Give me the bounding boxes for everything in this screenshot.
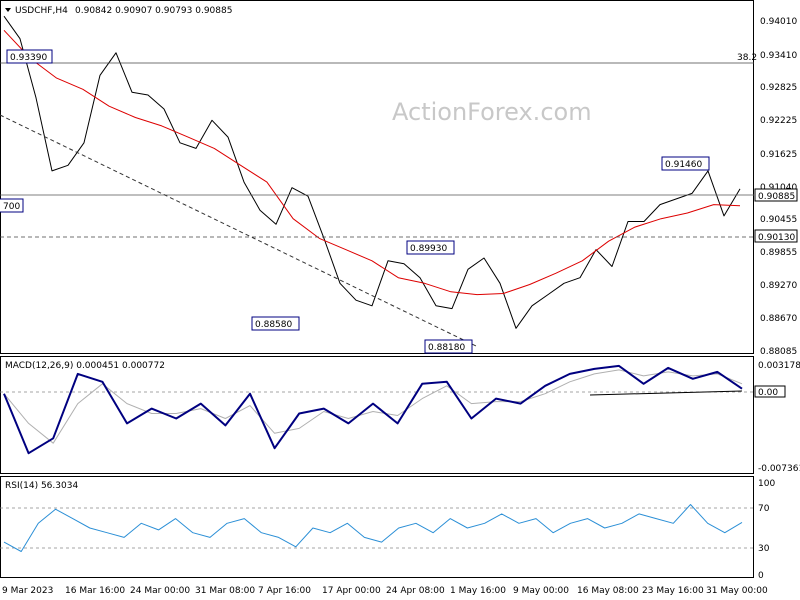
time-label: 31 Mar 08:00 [195, 586, 255, 596]
time-label: 16 May 08:00 [577, 586, 639, 596]
macd-label: MACD(12,26,9) 0.000451 0.000772 [5, 361, 165, 371]
macd-tick: 0.003178 [758, 361, 800, 371]
time-label: 1 May 16:00 [450, 586, 506, 596]
price-tick: 0.92825 [760, 83, 797, 93]
annotation-088180: 0.88180 [424, 339, 473, 354]
support-price-tag: 0.90130 [754, 229, 798, 243]
annotation-089930: 0.89930 [406, 240, 455, 255]
svg-text:0.90130: 0.90130 [758, 233, 795, 243]
current-price-tag: 0.90885 [754, 188, 798, 202]
time-label: 17 Apr 00:00 [322, 586, 381, 596]
time-label: 9 Mar 2023 [2, 586, 53, 596]
moving-average-line [3, 29, 741, 296]
time-label: 24 Apr 08:00 [386, 586, 445, 596]
rsi-tick: 70 [758, 504, 770, 514]
time-label: 31 May 00:00 [706, 586, 768, 596]
rsi-panel-frame [0, 476, 754, 578]
macd-panel-frame [0, 356, 754, 474]
rsi-tick: 0 [758, 571, 764, 581]
svg-text:0.93390: 0.93390 [10, 53, 47, 63]
price-tick: 0.89270 [760, 281, 797, 291]
macd-line [3, 364, 743, 455]
time-axis: 9 Mar 2023 16 Mar 16:00 24 Mar 00:00 31 … [2, 586, 768, 596]
price-series-line [3, 15, 741, 329]
price-y-axis: 0.94010 0.93410 0.92825 0.92225 0.91625 … [760, 17, 797, 357]
macd-tag: 0.00 [758, 388, 778, 398]
rsi-line [3, 504, 743, 552]
fib-level-label: 38.2 [737, 53, 757, 63]
price-tick: 0.92225 [760, 116, 797, 126]
price-tick: 0.89855 [760, 248, 797, 258]
rsi-label: RSI(14) 56.3034 [5, 481, 78, 491]
dropdown-triangle-icon[interactable] [5, 8, 11, 12]
annotation-088580: 0.88580 [251, 316, 300, 331]
macd-zero-tag [754, 385, 786, 398]
time-label: 16 Mar 16:00 [65, 586, 125, 596]
price-tick: 0.91625 [760, 150, 797, 160]
price-tick: 0.94010 [760, 17, 797, 27]
price-tick: 0.88670 [760, 314, 797, 324]
price-tick: 0.88085 [760, 347, 797, 357]
svg-text:0.90885: 0.90885 [758, 192, 795, 202]
annotation-933390: 0.93390 [6, 49, 53, 64]
time-label: 7 Apr 16:00 [258, 586, 311, 596]
rsi-tick: 100 [758, 479, 775, 489]
trendline [0, 114, 479, 348]
ohlc-label: 0.90842 0.90907 0.90793 0.90885 [75, 6, 232, 16]
macd-trendline [589, 390, 743, 396]
macd-signal-line [3, 369, 743, 444]
watermark: ActionForex.com [392, 98, 592, 126]
macd-tick: -0.007361 [758, 464, 800, 474]
svg-text:0.88180: 0.88180 [428, 343, 465, 353]
svg-text:0.88580: 0.88580 [255, 320, 292, 330]
price-panel-frame [0, 0, 754, 354]
rsi-tick: 30 [758, 544, 770, 554]
annotation-700: 700 [0, 198, 24, 213]
symbol-label: USDCHF,H4 [15, 6, 68, 16]
time-label: 24 Mar 00:00 [130, 586, 190, 596]
price-tick: 0.93410 [760, 51, 797, 61]
annotation-091460: 0.91460 [661, 156, 710, 171]
time-label: 9 May 00:00 [513, 586, 569, 596]
svg-text:700: 700 [3, 202, 20, 212]
svg-text:0.89930: 0.89930 [410, 244, 447, 254]
price-tick: 0.91040 [760, 183, 797, 193]
svg-text:0.91460: 0.91460 [665, 160, 702, 170]
price-tick: 0.90455 [760, 215, 797, 225]
time-label: 23 May 16:00 [642, 586, 704, 596]
